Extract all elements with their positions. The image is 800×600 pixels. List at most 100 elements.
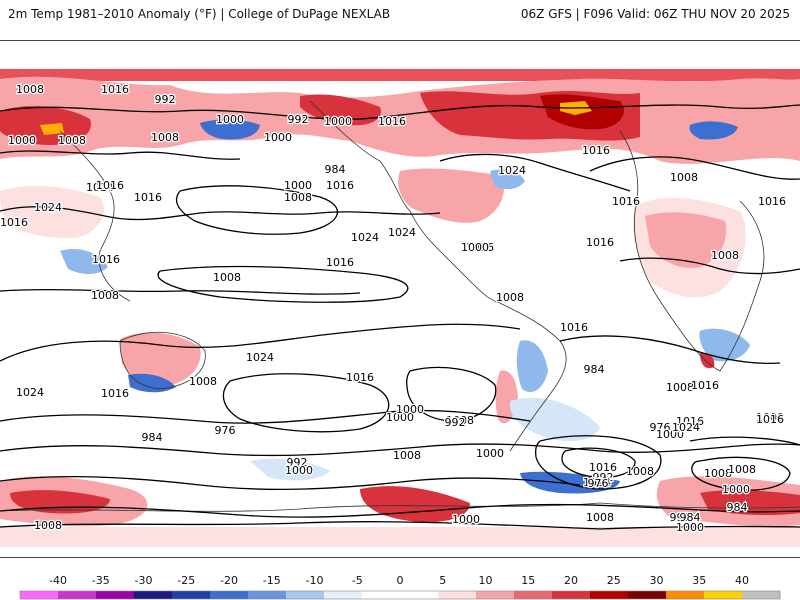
isobar-line [559, 335, 781, 365]
isobar-line [0, 475, 581, 491]
pressure-label: 1016 [560, 321, 588, 334]
pressure-label: 1008 [666, 381, 694, 394]
pressure-label: 1016 [756, 413, 784, 426]
pressure-label: 1016 [134, 191, 162, 204]
pressure-label: 984 [727, 501, 748, 514]
pressure-label: 1016 [582, 144, 610, 157]
coast-asia [59, 130, 131, 302]
pressure-label: 1024 [16, 386, 44, 399]
legend-color-swatch [58, 591, 97, 599]
isobar-line [619, 257, 800, 275]
isobar-line [561, 447, 636, 479]
pressure-label: 1008 [284, 191, 312, 204]
pressure-label: 1000 [284, 179, 312, 192]
pressure-label: 1000 [324, 115, 352, 128]
pressure-label: 984 [325, 163, 346, 176]
pressure-label: 1000 [461, 241, 489, 254]
map-title: 2m Temp 1981–2010 Anomaly (°F) | College… [8, 7, 391, 21]
coast-south-america [499, 302, 567, 452]
warm-region-madagascar [700, 352, 715, 369]
legend-color-swatch [476, 591, 515, 599]
coast-europe-africa [619, 130, 765, 372]
legend-tick-label: 40 [735, 574, 749, 587]
arctic-warm-band [0, 69, 800, 81]
pressure-label: 1000 [476, 447, 504, 460]
cool-region-canada [490, 169, 525, 190]
pressure-label: 992 [288, 113, 309, 126]
pressure-label: 992 [155, 93, 176, 106]
pressure-label: 976 [650, 421, 671, 434]
pressure-label: 1024 [351, 231, 379, 244]
pressure-label: 1016 [0, 216, 28, 229]
legend-color-swatch [324, 591, 363, 599]
warm-region-australia [120, 332, 201, 386]
isobar-line [439, 153, 631, 192]
cool-region-southern-africa [699, 328, 750, 362]
legend-outline [19, 590, 781, 600]
legend-color-swatch [172, 591, 211, 599]
legend-tick-label: -35 [91, 574, 110, 587]
pressure-label: 1008 [446, 414, 474, 427]
legend-tick-label: -10 [305, 574, 324, 587]
legend-tick-label: 15 [521, 574, 536, 587]
pressure-label: 1008 [151, 131, 179, 144]
cool-region-south-america [516, 340, 548, 393]
coastlines [0, 100, 800, 512]
pressure-label: 1008 [58, 134, 86, 147]
pressure-label: 1024 [498, 164, 526, 177]
pressure-label: 984 [142, 431, 163, 444]
legend-color-swatch [514, 591, 553, 599]
legend-color-swatch [248, 591, 287, 599]
pressure-label: 1016 [586, 236, 614, 249]
isobar-line [0, 323, 521, 362]
pressure-label: 992 [287, 456, 308, 469]
legend-tick-label: -40 [49, 574, 67, 587]
coast-antarctica [0, 502, 800, 512]
legend-colorbar [19, 590, 781, 600]
pressure-label: 1008 [711, 249, 739, 262]
pressure-label: 992 [670, 511, 691, 524]
legend-tick-label: 25 [606, 574, 621, 587]
pressure-label: 1016 [378, 115, 406, 128]
pressure-label: 1008 [704, 467, 732, 480]
legend-color-swatch [134, 591, 173, 599]
pressure-label: 1016 [346, 371, 374, 384]
isobar-line [589, 156, 800, 180]
pressure-label: 1008 [496, 291, 524, 304]
model-run-valid-time: 06Z GFS | F096 Valid: 06Z THU NOV 20 202… [520, 7, 790, 21]
isobar-line [691, 456, 791, 491]
pressure-label: 1000 [386, 411, 414, 424]
cool-region-australia-south [128, 373, 176, 393]
isobar-line [406, 366, 497, 422]
pressure-label: 1024 [388, 226, 416, 239]
cool-region-south-asia [60, 248, 108, 274]
warm-region-india-china [0, 185, 104, 239]
pressure-label: 1008 [728, 463, 756, 476]
legend-tick-labels: -40 -35 -30 -25 -20 -15 -10 -5 0 5 10 15 20 25 30 35 40 [0, 574, 800, 588]
pressure-label: 976 [588, 477, 609, 490]
isobar-line [0, 443, 800, 457]
pressure-label: 976 [215, 424, 236, 437]
pressure-label: 1024 [86, 181, 114, 194]
cool-region-southern-ocean-mid [250, 458, 330, 481]
isobar-line [222, 373, 390, 433]
legend-color-swatch [552, 591, 591, 599]
pressure-label: 1024 [672, 421, 700, 434]
legend-color-swatch [210, 591, 249, 599]
isobar-line [157, 265, 409, 303]
pressure-label: 1016 [676, 415, 704, 428]
isobar-line [534, 435, 662, 490]
legend-color-swatch [438, 591, 477, 599]
pressure-label: 992 [593, 471, 614, 484]
legend-color-swatch [96, 591, 135, 599]
isobar-line [0, 206, 441, 221]
legend-tick-label: 35 [692, 574, 707, 587]
pressure-label: 1008 [213, 271, 241, 284]
legend-color-swatch [628, 591, 667, 599]
pressure-label: 1008 [91, 289, 119, 302]
pressure-label: 1000 [285, 464, 313, 477]
legend-color-swatch [362, 591, 401, 599]
legend-tick-label: 20 [564, 574, 578, 587]
isobar-line [0, 150, 241, 160]
